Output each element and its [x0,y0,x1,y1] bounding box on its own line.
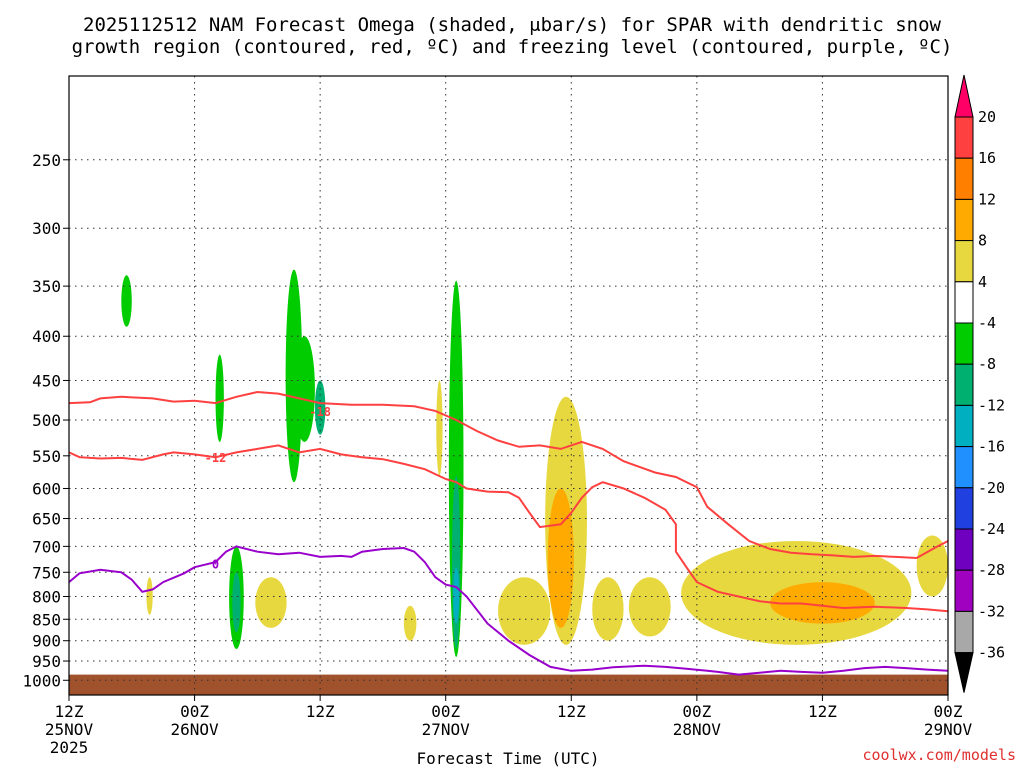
colorbar-label: -16 [978,438,1005,456]
colorbar-arrow-bottom [954,652,974,693]
colorbar-box [954,404,974,448]
omega-shaded-region [916,535,949,597]
omega-shaded-region [436,380,443,476]
dgz-top-contour [68,390,949,560]
x-tick-label: 12Z [55,702,84,721]
omega-shaded-region [403,605,417,641]
omega-shaded-region [146,577,153,615]
colorbar-label: 20 [978,108,996,126]
x-tick-label: 00Z [180,702,209,721]
y-tick-label: 950 [32,652,61,671]
y-tick-label: 850 [32,610,61,629]
plot-frame [68,75,949,696]
terrain-layer [69,674,948,695]
colorbar-label: -8 [978,355,996,373]
omega-shaded-region [314,380,326,435]
y-tick-label: 900 [32,632,61,651]
y-tick-label: 300 [32,219,61,238]
colorbar: 20 16 12 8 4 -4 -8 -12 -16 -20 -24 -28 -32 -36 [954,74,1005,693]
omega-shading [121,269,949,658]
colorbar-box [954,363,974,406]
colorbar-box [954,528,974,571]
x-tick-date: 29NOV [924,720,973,739]
colorbar-box [954,446,974,489]
colorbar-label: -32 [978,602,1005,620]
omega-shaded-region [547,488,574,628]
y-tick-label: 450 [32,371,61,390]
y-tick-label: 800 [32,587,61,606]
y-tick-label: 700 [32,537,61,556]
omega-shaded-region [255,577,287,628]
colorbar-label: -4 [978,314,996,332]
colorbar-label: -12 [978,396,1005,414]
omega-shaded-region [453,567,460,624]
x-tick-date: 27NOV [422,720,471,739]
colorbar-label: 4 [978,273,987,291]
colorbar-box [954,157,974,200]
x-tick-date: 25NOV [45,720,94,739]
contour-label-freezing-level: 0 [212,558,219,572]
y-tick-label: 600 [32,479,61,498]
colorbar-box [954,322,974,365]
omega-shaded-region [770,582,875,624]
colorbar-arrow-top [954,74,974,118]
x-tick-label: 12Z [557,702,586,721]
colorbar-label: -28 [978,561,1005,579]
colorbar-label: -36 [978,644,1005,662]
colorbar-box [954,198,974,242]
x-tick-label: 12Z [808,702,837,721]
contour-lines: -18 -12 0 [68,390,949,676]
colorbar-label: 12 [978,190,996,208]
y-tick-label: 550 [32,447,61,466]
y-tick-label: 1000 [22,671,61,690]
chart-title-line-1: 2025112512 NAM Forecast Omega (shaded, μ… [83,14,941,36]
dgz-bottom-contour [68,444,949,613]
omega-shaded-region [121,275,132,327]
contour-label-dgz-top: -18 [309,405,331,419]
omega-shaded-region [293,336,315,442]
contour-label-dgz-bottom: -12 [205,451,227,465]
y-tick-label: 500 [32,411,61,430]
y-tick-label: 750 [32,563,61,582]
y-tick-label: 650 [32,510,61,529]
colorbar-label: 16 [978,149,996,167]
y-tick-label: 350 [32,277,61,296]
freezing-level-contour [68,545,949,676]
omega-shaded-region [498,577,551,645]
omega-shaded-region [232,572,241,633]
x-axis-title: Forecast Time (UTC) [416,749,599,768]
omega-shaded-region [628,577,671,637]
chart-title-line-2: growth region (contoured, red, ºC) and f… [72,36,953,58]
x-tick-year: 2025 [50,738,89,757]
x-tick-label: 00Z [934,702,963,721]
colorbar-box [954,610,974,654]
colorbar-label: 8 [978,232,987,250]
colorbar-box [954,569,974,612]
x-tick-label: 00Z [682,702,711,721]
x-tick-date: 28NOV [673,720,722,739]
terrain-fill [69,674,948,695]
colorbar-box [954,281,974,324]
credit-text: coolwx.com/models [862,746,1016,764]
y-tick-label: 400 [32,327,61,346]
x-tick-date: 26NOV [170,720,219,739]
colorbar-box [954,240,974,283]
colorbar-box [954,487,974,530]
omega-shaded-region [592,577,624,641]
x-tick-label: 12Z [306,702,335,721]
y-tick-label: 250 [32,151,61,170]
x-tick-label: 00Z [431,702,460,721]
colorbar-label: -20 [978,479,1005,497]
colorbar-box [954,116,974,159]
y-axis: 250 300 350 400 450 500 550 600 650 700 750 800 850 9… [22,151,69,690]
omega-shaded-region [215,354,224,442]
colorbar-label: -24 [978,520,1005,538]
